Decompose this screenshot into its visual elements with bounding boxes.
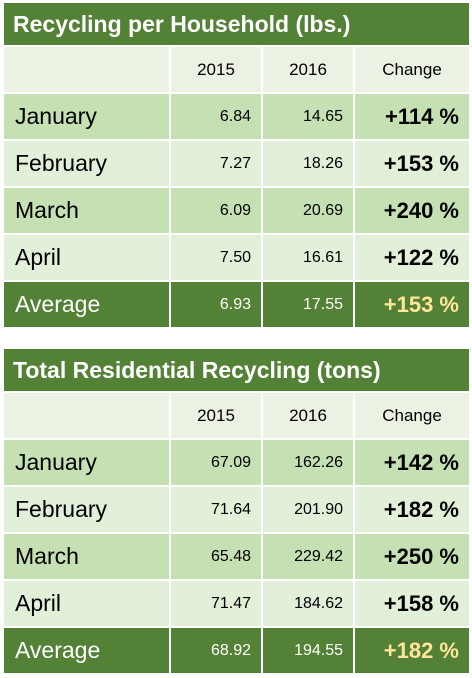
column-header-2015: 2015 [169, 47, 261, 92]
table-row: January 67.09 162.26 +142 % [4, 438, 469, 485]
row-label: January [15, 449, 97, 475]
column-header-2015: 2015 [169, 393, 261, 438]
table-title: Total Residential Recycling (tons) [4, 349, 469, 391]
value-2016: 14.65 [261, 94, 353, 139]
value-2016: 184.62 [261, 581, 353, 626]
table-row: April 71.47 184.62 +158 % [4, 579, 469, 626]
row-label: Average [15, 637, 101, 663]
value-change: +250 % [353, 534, 469, 579]
row-label: February [15, 150, 108, 176]
value-2015: 6.84 [169, 94, 261, 139]
value-2015: 65.48 [169, 534, 261, 579]
value-2016: 229.42 [261, 534, 353, 579]
value-change: +182 % [353, 487, 469, 532]
row-label: April [15, 590, 62, 616]
household-recycling-table: Recycling per Household (lbs.) 2015 2016… [4, 3, 469, 327]
value-2015: 6.93 [169, 282, 261, 327]
value-change: +153 % [353, 282, 469, 327]
row-label: Average [15, 291, 101, 317]
value-change: +240 % [353, 188, 469, 233]
row-label: March [15, 197, 79, 223]
column-header-2016: 2016 [261, 47, 353, 92]
row-label: January [15, 103, 97, 129]
column-header-row: 2015 2016 Change [4, 45, 469, 92]
row-label: March [15, 543, 79, 569]
value-change: +158 % [353, 581, 469, 626]
column-header-change: Change [353, 47, 469, 92]
value-change: +182 % [353, 628, 469, 673]
value-2016: 201.90 [261, 487, 353, 532]
value-2016: 20.69 [261, 188, 353, 233]
value-2016: 194.55 [261, 628, 353, 673]
table-title: Recycling per Household (lbs.) [4, 3, 469, 45]
table-row: March 65.48 229.42 +250 % [4, 532, 469, 579]
residential-recycling-table: Total Residential Recycling (tons) 2015 … [4, 349, 469, 673]
value-2015: 67.09 [169, 440, 261, 485]
value-2016: 162.26 [261, 440, 353, 485]
value-2016: 16.61 [261, 235, 353, 280]
row-label: April [15, 244, 62, 270]
column-header-2016: 2016 [261, 393, 353, 438]
value-2015: 68.92 [169, 628, 261, 673]
table-row: January 6.84 14.65 +114 % [4, 92, 469, 139]
row-label: February [15, 496, 108, 522]
average-row: Average 68.92 194.55 +182 % [4, 626, 469, 673]
table-row: February 71.64 201.90 +182 % [4, 485, 469, 532]
value-2015: 7.50 [169, 235, 261, 280]
value-change: +114 % [353, 94, 469, 139]
column-header-change: Change [353, 393, 469, 438]
value-change: +142 % [353, 440, 469, 485]
value-2015: 6.09 [169, 188, 261, 233]
average-row: Average 6.93 17.55 +153 % [4, 280, 469, 327]
value-2015: 7.27 [169, 141, 261, 186]
table-row: March 6.09 20.69 +240 % [4, 186, 469, 233]
column-header-label [4, 393, 169, 438]
value-2016: 18.26 [261, 141, 353, 186]
column-header-label [4, 47, 169, 92]
value-change: +153 % [353, 141, 469, 186]
table-row: February 7.27 18.26 +153 % [4, 139, 469, 186]
value-change: +122 % [353, 235, 469, 280]
table-row: April 7.50 16.61 +122 % [4, 233, 469, 280]
value-2015: 71.47 [169, 581, 261, 626]
value-2016: 17.55 [261, 282, 353, 327]
value-2015: 71.64 [169, 487, 261, 532]
column-header-row: 2015 2016 Change [4, 391, 469, 438]
